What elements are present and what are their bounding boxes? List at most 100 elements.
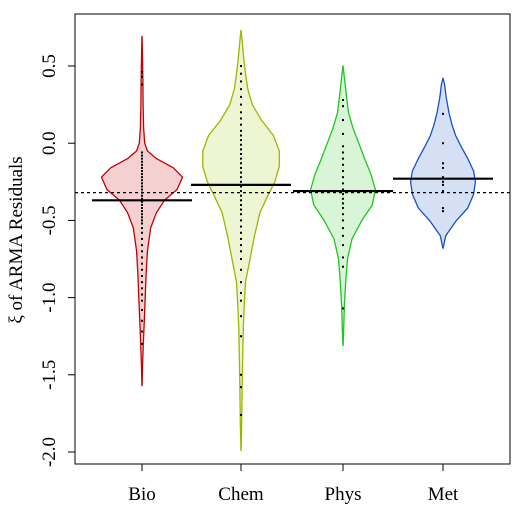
data-point-phys — [342, 105, 344, 108]
data-point-bio — [141, 237, 143, 240]
data-point-bio — [141, 274, 143, 277]
data-point-phys — [342, 145, 344, 148]
y-tick-label: -1.5 — [39, 360, 60, 390]
data-point-chem — [240, 225, 242, 228]
data-point-chem — [240, 315, 242, 318]
data-point-bio — [141, 157, 143, 160]
data-point-phys — [342, 227, 344, 230]
data-point-chem — [240, 190, 242, 193]
data-point-phys — [342, 151, 344, 154]
data-point-met — [442, 142, 444, 145]
data-point-bio — [141, 227, 143, 230]
data-point-bio — [141, 268, 143, 271]
plot-frame — [74, 13, 511, 465]
data-point-bio — [141, 319, 143, 322]
data-point-chem — [240, 386, 242, 389]
data-point-phys — [342, 169, 344, 172]
data-point-chem — [240, 123, 242, 126]
data-point-chem — [240, 258, 242, 260]
data-point-bio — [141, 330, 143, 333]
data-point-bio — [141, 308, 143, 311]
data-point-chem — [240, 157, 242, 160]
data-point-phys — [342, 197, 344, 200]
data-point-bio — [141, 203, 143, 206]
data-point-phys — [342, 193, 344, 196]
data-point-chem — [240, 153, 242, 156]
data-point-bio — [141, 163, 143, 166]
violin-chem — [202, 29, 280, 452]
data-point-phys — [342, 176, 344, 179]
data-point-phys — [342, 202, 344, 205]
data-point-bio — [141, 342, 143, 345]
y-tick-label: -2.0 — [39, 437, 60, 467]
violins — [100, 29, 477, 452]
data-point-phys — [342, 119, 344, 122]
data-point-chem — [240, 176, 242, 179]
data-point-phys — [342, 207, 344, 210]
data-point-met — [442, 166, 444, 169]
data-point-bio — [141, 213, 143, 216]
data-point-phys — [342, 182, 344, 185]
data-point-met — [442, 210, 444, 213]
data-point-chem — [240, 117, 242, 120]
x-axis: Bio Chem Phys Met — [128, 464, 459, 505]
data-point-chem — [240, 268, 242, 271]
data-point-phys — [342, 265, 344, 268]
data-point-chem — [240, 299, 242, 302]
data-point-chem — [240, 72, 242, 75]
y-tick-label: -0.5 — [39, 205, 60, 235]
data-point-met — [442, 207, 444, 210]
data-point-met — [442, 180, 444, 183]
data-point-chem — [240, 231, 242, 234]
x-tick-label-phys: Phys — [325, 484, 362, 505]
data-point-chem — [240, 281, 242, 284]
data-point-phys — [342, 98, 344, 101]
data-point-bio — [141, 179, 143, 182]
data-point-chem — [240, 413, 242, 416]
data-point-phys — [342, 188, 344, 191]
data-point-chem — [240, 185, 242, 188]
data-point-chem — [240, 213, 242, 216]
data-point-chem — [240, 291, 242, 294]
data-point-bio — [141, 281, 143, 284]
data-point-bio — [141, 176, 143, 179]
data-point-bio — [141, 166, 143, 169]
data-point-chem — [240, 129, 242, 132]
data-point-bio — [141, 200, 143, 203]
data-point-bio — [141, 299, 143, 302]
data-point-bio — [141, 256, 143, 259]
data-point-bio — [141, 222, 143, 225]
data-point-chem — [240, 80, 242, 83]
data-points — [141, 65, 444, 416]
data-point-bio — [141, 188, 143, 191]
data-point-chem — [240, 208, 242, 211]
data-point-phys — [342, 163, 344, 166]
data-point-chem — [240, 65, 242, 67]
data-point-chem — [240, 111, 242, 114]
data-point-bio — [141, 173, 143, 176]
data-point-chem — [240, 95, 242, 98]
data-point-met — [442, 183, 444, 186]
data-point-chem — [240, 143, 242, 146]
data-point-bio — [141, 160, 143, 163]
data-point-bio — [141, 75, 143, 78]
y-tick-label: -1.0 — [39, 283, 60, 313]
data-point-chem — [240, 134, 242, 137]
data-point-bio — [141, 169, 143, 172]
data-point-chem — [240, 148, 242, 151]
data-point-chem — [240, 219, 242, 222]
data-point-chem — [240, 180, 242, 183]
data-point-chem — [240, 203, 242, 206]
data-point-phys — [342, 256, 344, 259]
data-point-bio — [141, 185, 143, 188]
data-point-chem — [240, 250, 242, 253]
data-point-bio — [141, 151, 143, 154]
data-point-bio — [141, 293, 143, 296]
y-tick-label: 0.0 — [39, 131, 60, 155]
data-point-chem — [240, 171, 242, 174]
data-point-bio — [141, 154, 143, 157]
data-point-bio — [141, 216, 143, 219]
data-point-chem — [240, 335, 242, 338]
data-point-bio — [141, 219, 143, 222]
